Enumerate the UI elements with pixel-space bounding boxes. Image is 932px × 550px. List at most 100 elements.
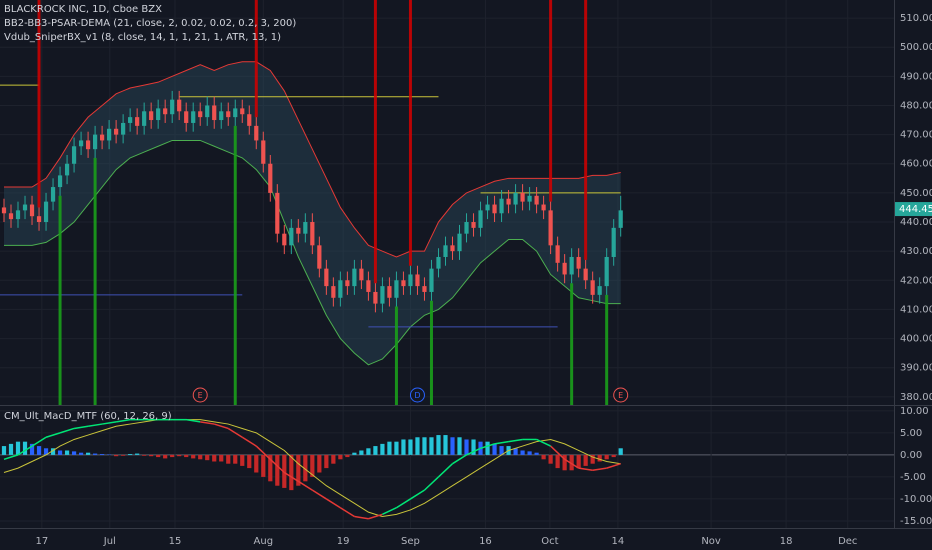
- candle-body: [8, 213, 14, 220]
- x-tick-label: 15: [169, 536, 182, 547]
- histogram-bar: [8, 443, 14, 455]
- histogram-bar: [170, 454, 175, 458]
- candle-body: [401, 280, 406, 287]
- candle-body: [464, 222, 469, 234]
- histogram-bar: [534, 452, 539, 455]
- histogram-bar: [64, 450, 70, 455]
- histogram-bar: [492, 443, 497, 455]
- candle-body: [324, 268, 329, 287]
- candle-body: [107, 128, 112, 141]
- histogram-bar: [22, 441, 28, 455]
- histogram-bar: [576, 454, 581, 469]
- histogram-bar: [15, 441, 21, 455]
- candle-body: [71, 146, 77, 164]
- histogram-bar: [422, 437, 427, 455]
- histogram-bar: [149, 454, 154, 457]
- candle-body: [457, 233, 462, 252]
- histogram-bar: [261, 454, 266, 477]
- band-upper: [3, 61, 621, 258]
- candle-body: [1, 207, 7, 214]
- candle-body: [527, 195, 532, 202]
- candle-body: [78, 140, 84, 147]
- histogram-bar: [408, 439, 413, 455]
- candle-body: [135, 117, 140, 126]
- histogram-bar: [198, 454, 203, 460]
- y2-tick-label: -5.00: [900, 472, 926, 483]
- macd-segment: [311, 489, 327, 500]
- candle-body: [338, 280, 343, 298]
- histogram-bar: [527, 451, 532, 455]
- candle-body: [450, 245, 455, 252]
- candle-body: [310, 222, 315, 246]
- histogram-bar: [219, 454, 224, 462]
- x-tick-label: 19: [337, 536, 350, 547]
- macd-segment: [101, 421, 117, 425]
- x-tick-label: Oct: [541, 536, 558, 547]
- y2-tick-label: 10.00: [900, 406, 929, 417]
- candle-body: [50, 187, 56, 202]
- histogram-bar: [226, 454, 231, 464]
- candle-body: [212, 105, 217, 121]
- macd-segment: [45, 432, 61, 438]
- candle-body: [520, 192, 525, 202]
- macd-segment: [382, 507, 397, 516]
- candle-body: [29, 204, 35, 217]
- macd-segment: [325, 498, 341, 509]
- candle-body: [121, 122, 126, 135]
- candle-body: [611, 227, 616, 257]
- histogram-bar: [191, 454, 196, 459]
- candle-body: [177, 99, 182, 112]
- y2-tick-label: -15.00: [900, 516, 932, 527]
- histogram-bar: [450, 437, 455, 455]
- event-marker: [409, 387, 425, 403]
- event-marker: [613, 387, 629, 403]
- macd-segment: [3, 454, 19, 461]
- histogram-bar: [317, 454, 322, 473]
- candle-body: [261, 140, 266, 164]
- candle-body: [443, 245, 448, 257]
- x-tick-label: Dec: [838, 536, 857, 547]
- histogram-bar: [78, 452, 84, 455]
- candle-body: [85, 140, 91, 150]
- y-tick-label: 470.00: [900, 130, 932, 141]
- x-tick-label: Sep: [401, 536, 420, 547]
- histogram-bar: [163, 454, 168, 459]
- candle-body: [22, 204, 28, 211]
- x-tick-label: Nov: [701, 536, 721, 547]
- candle-body: [387, 286, 392, 298]
- macd-segment: [59, 427, 75, 434]
- histogram-bar: [142, 454, 147, 456]
- histogram-bar: [471, 439, 476, 455]
- macd-segment: [339, 507, 355, 518]
- candle-body: [240, 108, 245, 115]
- y-tick-label: 500.00: [900, 42, 932, 53]
- macd-segment: [200, 421, 215, 425]
- histogram-bar: [50, 448, 56, 455]
- histogram-bar: [121, 454, 126, 456]
- histogram-bar: [205, 454, 210, 461]
- candle-body: [373, 291, 378, 304]
- candle-body: [198, 111, 203, 118]
- macd-segment: [354, 515, 369, 520]
- histogram-bar: [499, 446, 504, 455]
- macd-segment: [564, 458, 580, 469]
- candle-body: [205, 105, 210, 118]
- y-tick-label: 480.00: [900, 100, 932, 111]
- candle-body: [43, 201, 49, 223]
- candle-body: [352, 268, 357, 287]
- y-tick-label: 390.00: [900, 363, 932, 374]
- histogram-bar: [85, 452, 91, 455]
- candle-body: [394, 280, 399, 298]
- x-tick-label: Aug: [254, 536, 274, 547]
- histogram-bar: [562, 454, 567, 471]
- histogram-bar: [485, 441, 490, 455]
- event-label: E: [198, 391, 203, 400]
- histogram-bar: [443, 435, 448, 455]
- macd-segment: [186, 418, 201, 423]
- histogram-bar: [71, 451, 77, 455]
- y-tick-label: 430.00: [900, 246, 932, 257]
- indicator-label: Vdub_SniperBX_v1 (8, close, 14, 1, 1, 21…: [4, 32, 281, 43]
- histogram-bar: [331, 454, 336, 464]
